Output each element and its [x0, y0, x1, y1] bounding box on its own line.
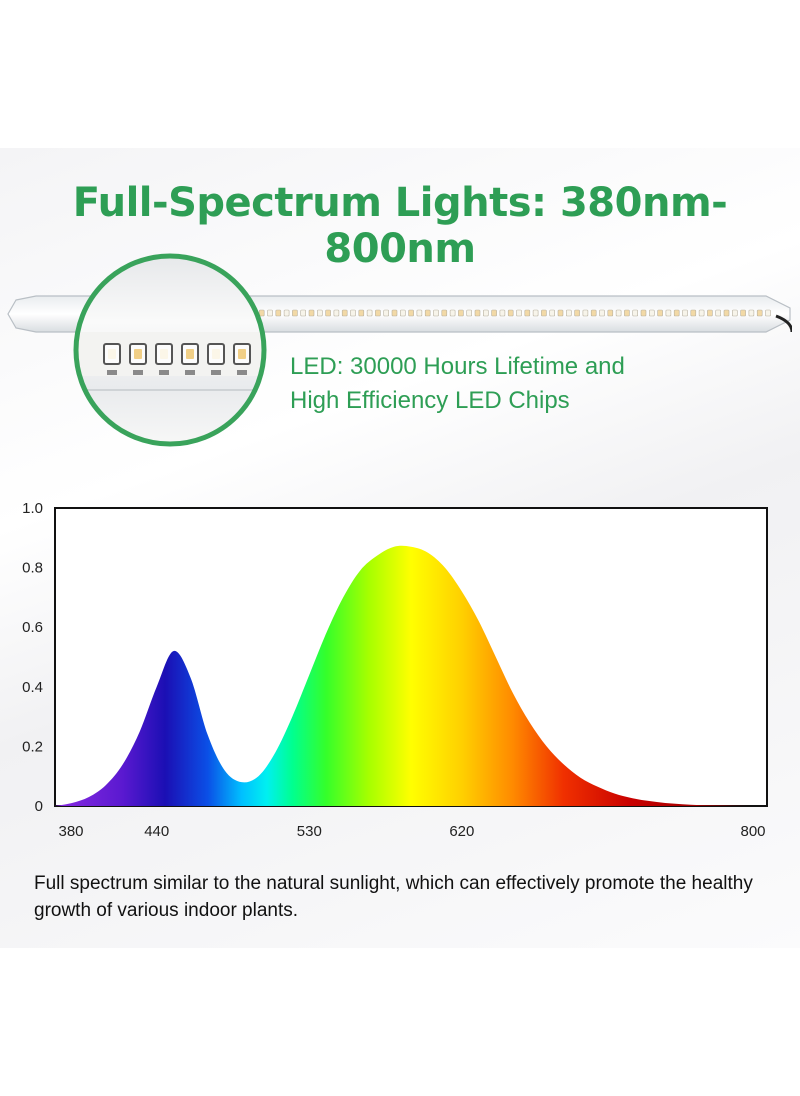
led-chip: [383, 309, 390, 317]
x-tick-label: 380: [58, 823, 83, 840]
magnified-led-marking: [159, 370, 169, 375]
x-tick-label: 440: [144, 823, 169, 840]
led-chip: [341, 309, 348, 317]
led-chip: [416, 309, 423, 317]
led-chip: [715, 309, 722, 317]
led-chip: [640, 309, 647, 317]
led-chip: [723, 309, 730, 317]
led-chip: [557, 309, 564, 317]
spectrum-chart: 0 0.2 0.4 0.6 0.8 1.0 380 440 530 620 800: [22, 500, 768, 840]
y-tick-label: 0.8: [22, 560, 43, 577]
led-chip: [292, 309, 298, 317]
led-chip: [466, 309, 473, 317]
led-chip: [399, 309, 406, 317]
led-chip: [765, 309, 771, 317]
led-chip: [565, 309, 572, 317]
y-tick-label: 0.2: [22, 738, 43, 755]
led-chip: [458, 309, 464, 317]
led-chip: [499, 309, 506, 317]
led-chip: [599, 309, 605, 317]
led-chip: [474, 309, 481, 317]
y-tick-label: 0: [35, 798, 43, 815]
led-chip: [366, 309, 373, 317]
led-chip: [283, 309, 290, 317]
led-chip: [541, 309, 547, 317]
led-chip: [648, 309, 655, 317]
x-tick-label: 620: [449, 823, 474, 840]
magnified-led-phosphor: [212, 349, 220, 359]
led-chip: [441, 309, 448, 317]
led-chip: [433, 309, 439, 317]
led-chip: [524, 309, 531, 317]
led-chip: [449, 309, 456, 317]
led-chip: [657, 309, 663, 317]
led-chip: [615, 309, 622, 317]
caption: Full spectrum similar to the natural sun…: [34, 873, 753, 921]
callout-line-2: High Efficiency LED Chips: [290, 387, 570, 414]
led-chip: [624, 309, 630, 317]
led-chip: [532, 309, 539, 317]
led-chip: [632, 309, 639, 317]
led-chip: [549, 309, 556, 317]
led-chip: [507, 309, 514, 317]
headline: Full-Spectrum Lights: 380nm-800nm: [72, 180, 728, 272]
led-chip: [582, 309, 589, 317]
led-chip: [690, 309, 697, 317]
led-chip: [748, 309, 755, 317]
magnified-led-marking: [107, 370, 117, 375]
led-chip: [673, 309, 680, 317]
led-chip: [316, 309, 323, 317]
led-chip: [300, 309, 307, 317]
x-tick-label: 800: [740, 823, 765, 840]
led-chip: [731, 309, 738, 317]
led-chip: [756, 309, 763, 317]
led-chip: [698, 309, 705, 317]
led-chip: [333, 309, 340, 317]
led-chip: [375, 309, 381, 317]
led-chip: [258, 309, 265, 317]
led-chip: [516, 309, 522, 317]
magnified-led-marking: [133, 370, 143, 375]
y-tick-label: 0.4: [22, 679, 43, 696]
led-chip: [358, 309, 365, 317]
led-chip: [740, 309, 746, 317]
led-chip: [682, 309, 688, 317]
x-tick-label: 530: [297, 823, 322, 840]
led-chip: [350, 309, 356, 317]
magnified-led-marking: [237, 370, 247, 375]
led-chip: [424, 309, 431, 317]
led-chip: [665, 309, 672, 317]
led-chip: [491, 309, 497, 317]
magnified-led-phosphor: [108, 349, 116, 359]
magnified-led-phosphor: [238, 349, 246, 359]
led-chip: [267, 309, 273, 317]
magnified-led-marking: [211, 370, 221, 375]
spectrum-area: [55, 545, 767, 806]
led-chip: [325, 309, 331, 317]
led-chip: [707, 309, 713, 317]
led-chip: [590, 309, 597, 317]
led-chip: [408, 309, 414, 317]
magnified-led-marking: [185, 370, 195, 375]
magnified-led-phosphor: [160, 349, 168, 359]
y-tick-label: 1.0: [22, 500, 43, 517]
led-chip: [482, 309, 489, 317]
led-chip: [308, 309, 315, 317]
magnified-led-phosphor: [186, 349, 194, 359]
led-chip: [391, 309, 398, 317]
led-chip: [275, 309, 282, 317]
led-chip-magnifier: [73, 253, 267, 447]
led-chip: [574, 309, 580, 317]
led-lifetime-callout: LED: 30000 Hours Lifetime and High Effic…: [290, 350, 790, 418]
led-chip: [607, 309, 614, 317]
callout-line-1: LED: 30000 Hours Lifetime and: [290, 353, 625, 380]
magnified-led-phosphor: [134, 349, 142, 359]
y-tick-label: 0.6: [22, 619, 43, 636]
